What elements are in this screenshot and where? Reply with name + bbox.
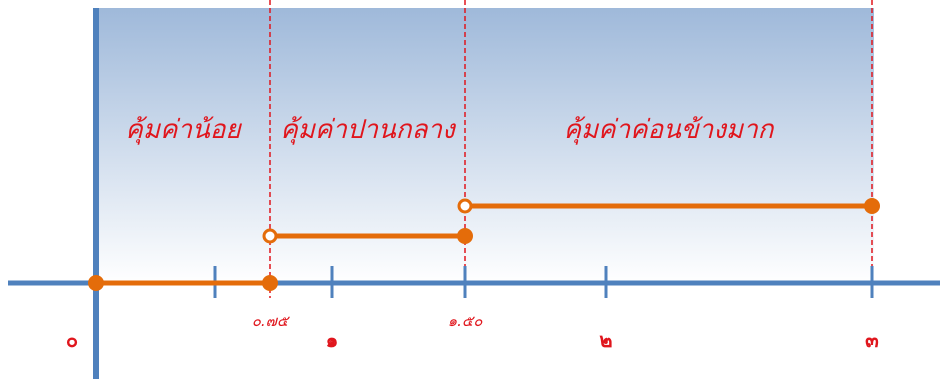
tick-label: ๓ bbox=[865, 328, 879, 352]
guide-lines bbox=[269, 0, 873, 298]
background-panel bbox=[96, 8, 874, 284]
zone-label: คุ้มค่าปานกลาง bbox=[280, 115, 457, 145]
zone-label: คุ้มค่าน้อย bbox=[125, 115, 242, 145]
closed-endpoint bbox=[88, 275, 104, 291]
zone-label: คุ้มค่าค่อนข้างมาก bbox=[564, 115, 775, 145]
closed-endpoint bbox=[262, 275, 278, 291]
tick-label: ๐ bbox=[66, 328, 78, 352]
tick-label: ๐.๗๕ bbox=[252, 312, 291, 330]
open-endpoint bbox=[457, 198, 473, 214]
tick-labels: ๐ ๐.๗๕๑ ๑.๕๐๒ ๓ bbox=[66, 312, 879, 352]
interval-segments bbox=[88, 198, 880, 291]
zone-labels: คุ้มค่าน้อย คุ้มค่าปานกลาง คุ้มค่าค่อนข้าง… bbox=[125, 115, 774, 145]
tick-label: ๑.๕๐ bbox=[448, 312, 484, 330]
open-endpoint bbox=[262, 228, 278, 244]
tick-label: ๑ bbox=[326, 328, 339, 352]
closed-endpoint bbox=[457, 228, 473, 244]
tick-label: ๒ bbox=[599, 328, 612, 352]
closed-endpoint bbox=[864, 198, 880, 214]
